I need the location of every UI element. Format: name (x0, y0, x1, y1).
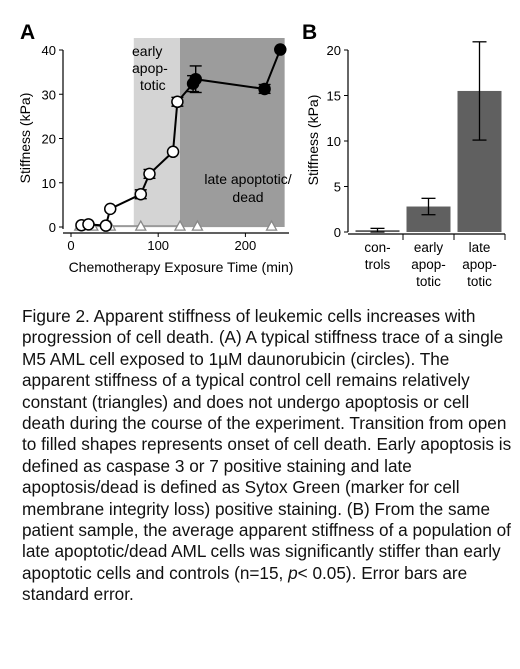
y-tick-label: 0 (334, 225, 341, 240)
late-region-label-line: late apoptotic/ (204, 171, 291, 187)
filled-circle-point (258, 82, 271, 96)
x-tick-label: 0 (67, 238, 74, 253)
y-tick-label: 0 (49, 220, 56, 235)
y-tick-label: 30 (42, 87, 56, 102)
filled-circle-point (274, 43, 287, 56)
open-circle-point (99, 219, 113, 232)
open-circle-point (171, 95, 184, 109)
caption-p-symbol: p (288, 562, 298, 583)
open-circle-point (166, 145, 180, 159)
late-apoptotic-region (180, 38, 285, 227)
early-region-label-line: apop- (132, 60, 168, 76)
x-tick-label: 100 (147, 238, 169, 253)
y-tick-label: 10 (327, 134, 341, 149)
y-axis-title: Stiffness (kPa) (305, 95, 321, 186)
category-label: con-trols (364, 240, 390, 272)
y-tick-label: 40 (42, 43, 56, 58)
open-circle-point (82, 218, 95, 231)
y-tick-label: 20 (327, 43, 341, 58)
category-label: early apop-totic (411, 240, 446, 289)
control-triangle-point (265, 219, 278, 231)
caption-text-part2: < 0.05). Error bars are standard error. (22, 562, 468, 605)
y-tick-label: 20 (42, 132, 56, 147)
early-region-label-line: early (132, 43, 162, 59)
early-region-label-line: totic (140, 77, 166, 93)
filled-circle-point (189, 72, 202, 86)
x-tick-label: 200 (235, 238, 257, 253)
control-triangle-point (191, 219, 204, 231)
panel-b-chart: 0 5 10 15 20 Stiffness (kPa) con-trols early apo… (305, 41, 506, 289)
control-triangle-point (173, 219, 187, 231)
y-tick-label: 10 (42, 176, 56, 191)
caption-text-part1: Figure 2. Apparent stiffness of leukemic… (22, 306, 512, 583)
figure-caption: Figure 2. Apparent stiffness of leukemic… (22, 306, 512, 606)
open-circle-point (143, 167, 156, 181)
y-tick-label: 15 (327, 89, 341, 104)
x-axis-title: Chemotherapy Exposure Time (min) (69, 259, 294, 275)
category-label: late apop-totic (462, 240, 497, 289)
y-tick-label: 5 (334, 180, 341, 195)
open-circle-point (134, 188, 148, 201)
control-triangle-point (134, 219, 147, 231)
open-circle-point (103, 202, 117, 216)
panel-a-label: A (20, 21, 35, 44)
late-region-label-line: dead (232, 189, 263, 205)
panel-b-label: B (302, 21, 317, 44)
y-axis-title: Stiffness (kPa) (17, 93, 33, 184)
